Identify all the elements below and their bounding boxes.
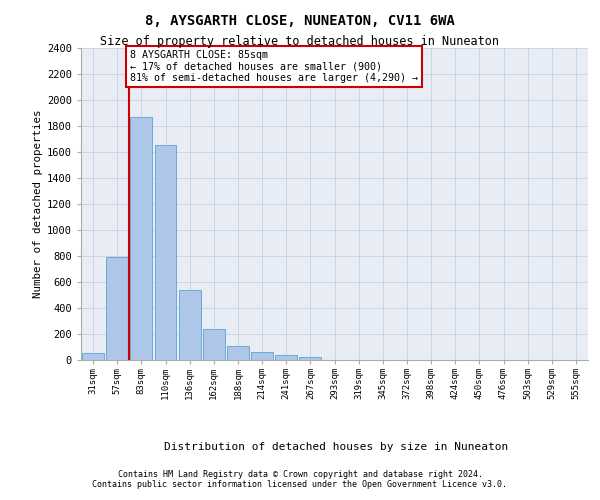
Text: Contains HM Land Registry data © Crown copyright and database right 2024.: Contains HM Land Registry data © Crown c… xyxy=(118,470,482,479)
Bar xyxy=(251,352,273,360)
Bar xyxy=(227,346,249,360)
Y-axis label: Number of detached properties: Number of detached properties xyxy=(33,110,43,298)
Bar xyxy=(155,145,176,360)
Text: 8 AYSGARTH CLOSE: 85sqm
← 17% of detached houses are smaller (900)
81% of semi-d: 8 AYSGARTH CLOSE: 85sqm ← 17% of detache… xyxy=(130,50,418,84)
Bar xyxy=(275,356,297,360)
Text: Distribution of detached houses by size in Nuneaton: Distribution of detached houses by size … xyxy=(164,442,508,452)
Bar xyxy=(299,358,321,360)
Text: 8, AYSGARTH CLOSE, NUNEATON, CV11 6WA: 8, AYSGARTH CLOSE, NUNEATON, CV11 6WA xyxy=(145,14,455,28)
Bar xyxy=(130,116,152,360)
Bar xyxy=(203,329,224,360)
Text: Size of property relative to detached houses in Nuneaton: Size of property relative to detached ho… xyxy=(101,35,499,48)
Bar xyxy=(106,257,128,360)
Bar xyxy=(179,290,200,360)
Bar xyxy=(82,353,104,360)
Text: Contains public sector information licensed under the Open Government Licence v3: Contains public sector information licen… xyxy=(92,480,508,489)
